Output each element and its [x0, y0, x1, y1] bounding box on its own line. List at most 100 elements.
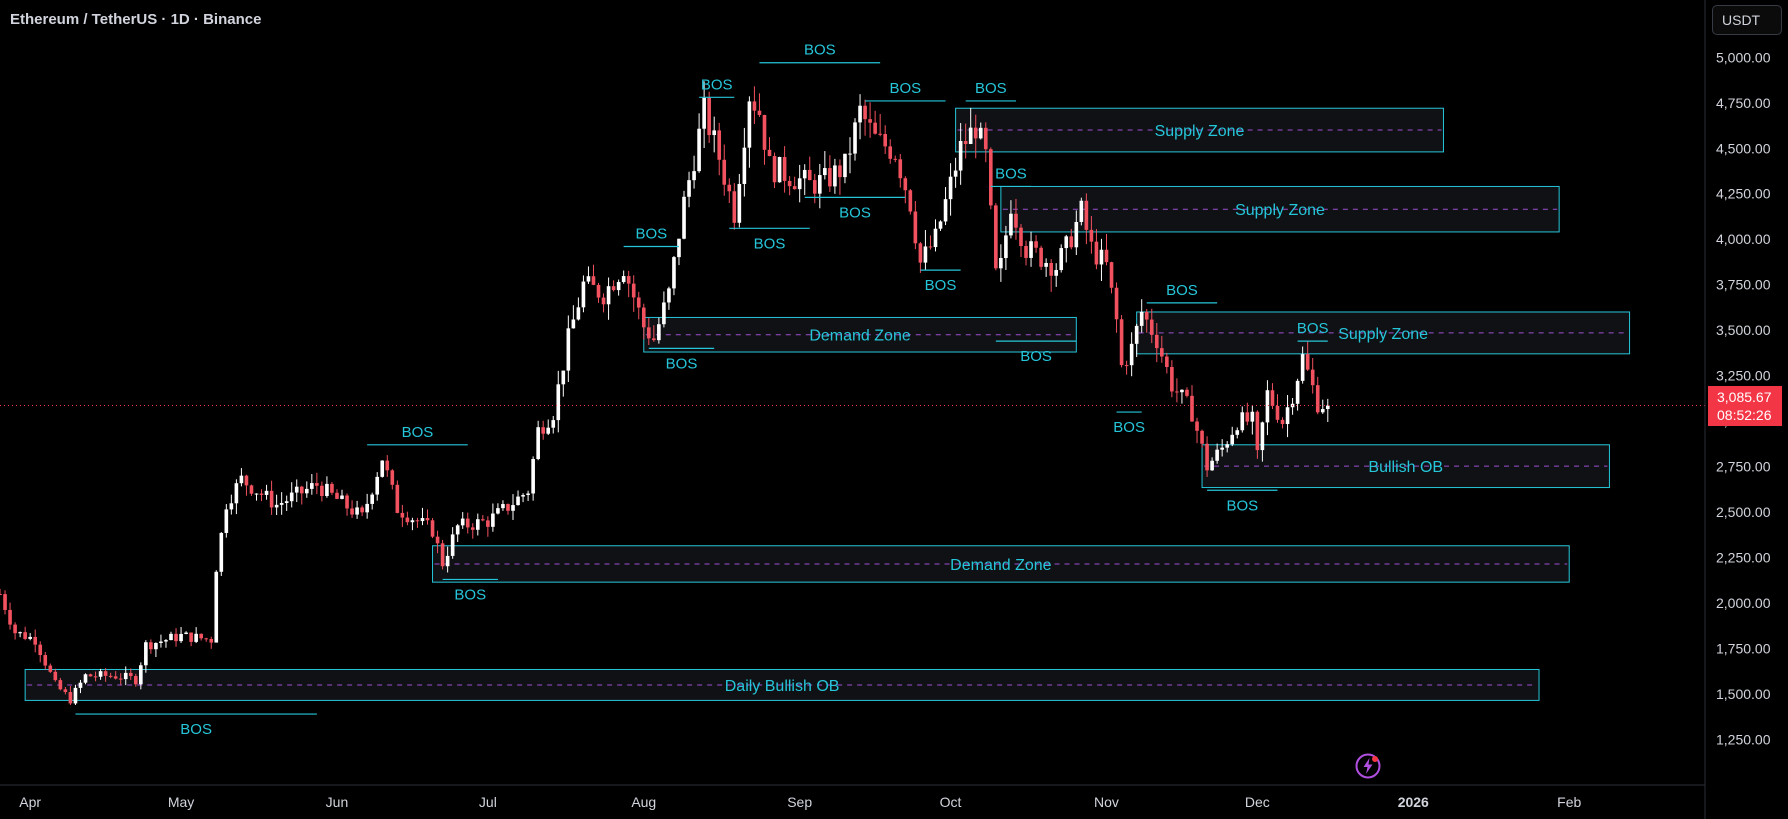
candle [139, 662, 143, 690]
candle [933, 219, 938, 252]
candle [792, 176, 797, 190]
bos-label-1: BOS [402, 424, 434, 441]
zones-layer: Supply Zone Supply Zone Demand Zone Supply … [24, 107, 1631, 701]
zone-label-6: Daily Bullish OB [725, 678, 840, 695]
candle [1205, 436, 1209, 477]
candle [294, 479, 299, 503]
candle [350, 500, 354, 518]
candle [118, 673, 123, 686]
candle [63, 687, 68, 695]
candle [677, 238, 681, 266]
candle [440, 539, 445, 570]
candle [385, 455, 390, 477]
candle [1154, 323, 1159, 363]
x-tick-label: Aug [631, 794, 656, 810]
candle [581, 275, 586, 313]
candle [234, 479, 239, 515]
candle [8, 602, 12, 630]
candle [868, 102, 872, 138]
candle [123, 666, 128, 686]
candle [536, 420, 540, 461]
candle [128, 668, 133, 680]
candle [475, 513, 480, 536]
candle [521, 493, 525, 503]
candle [1054, 263, 1059, 287]
candle [375, 472, 380, 501]
candle [1220, 439, 1224, 457]
y-tick-label: 4,750.00 [1716, 95, 1771, 111]
currency-button[interactable]: USDT [1712, 5, 1782, 35]
candle [320, 481, 324, 502]
candle [18, 631, 22, 638]
candle [908, 188, 913, 215]
candle [1175, 378, 1179, 403]
candle [249, 484, 254, 496]
candle [264, 484, 269, 500]
candle [58, 677, 63, 691]
candles-layer [0, 81, 1330, 706]
candle [415, 517, 420, 528]
candle [1325, 398, 1330, 423]
candle [636, 291, 641, 320]
candle [315, 472, 319, 495]
x-tick-label: Sep [787, 794, 812, 810]
candle [893, 155, 898, 163]
candle [1185, 387, 1189, 398]
x-tick-label: 2026 [1398, 794, 1429, 810]
candle [898, 153, 903, 188]
candle [1290, 398, 1295, 415]
bos-label-0: BOS [180, 721, 212, 738]
candle [274, 494, 279, 515]
candle [184, 631, 188, 635]
candle [511, 494, 515, 520]
candle [390, 469, 395, 490]
x-tick-label: Oct [940, 794, 962, 810]
candle [1305, 340, 1310, 371]
candle [179, 626, 183, 643]
candle [154, 642, 158, 658]
candle [1270, 383, 1275, 409]
candle [83, 673, 88, 685]
candle [460, 512, 465, 529]
candle [702, 81, 706, 148]
candle [1144, 309, 1149, 333]
lightning-bolt-icon[interactable] [1354, 752, 1382, 780]
y-tick-label: 4,000.00 [1716, 231, 1771, 247]
y-tick-label: 1,250.00 [1716, 732, 1771, 748]
y-tick-label: 4,250.00 [1716, 186, 1771, 202]
candle [848, 137, 852, 174]
x-tick-label: Dec [1245, 794, 1270, 810]
candle [606, 277, 611, 320]
candle [888, 139, 893, 164]
candle [928, 235, 933, 250]
candle [1280, 417, 1285, 429]
candle [133, 673, 138, 687]
candle [1260, 421, 1265, 462]
candle [1069, 228, 1074, 250]
y-tick-label: 3,250.00 [1716, 368, 1771, 384]
candle [646, 317, 651, 345]
zone-label-0: Supply Zone [1155, 123, 1245, 140]
y-tick-label: 5,000.00 [1716, 49, 1771, 65]
candle [1034, 235, 1038, 253]
bos-label-6: BOS [754, 235, 786, 252]
candle [948, 163, 953, 216]
candle [757, 93, 762, 117]
candle [752, 86, 757, 124]
candle [571, 305, 576, 329]
y-tick-label: 2,750.00 [1716, 459, 1771, 475]
candle [1285, 394, 1290, 438]
bos-label-4: BOS [666, 355, 698, 372]
candle [13, 622, 17, 640]
candle [465, 512, 470, 534]
candle [782, 146, 787, 193]
bos-label-2: BOS [454, 586, 486, 603]
candle [853, 118, 857, 161]
candle [345, 493, 349, 516]
candle [340, 489, 344, 500]
candle [1064, 234, 1069, 263]
zone-box-5[interactable] [432, 545, 1570, 583]
candle [1235, 427, 1240, 439]
candle [1160, 335, 1164, 363]
